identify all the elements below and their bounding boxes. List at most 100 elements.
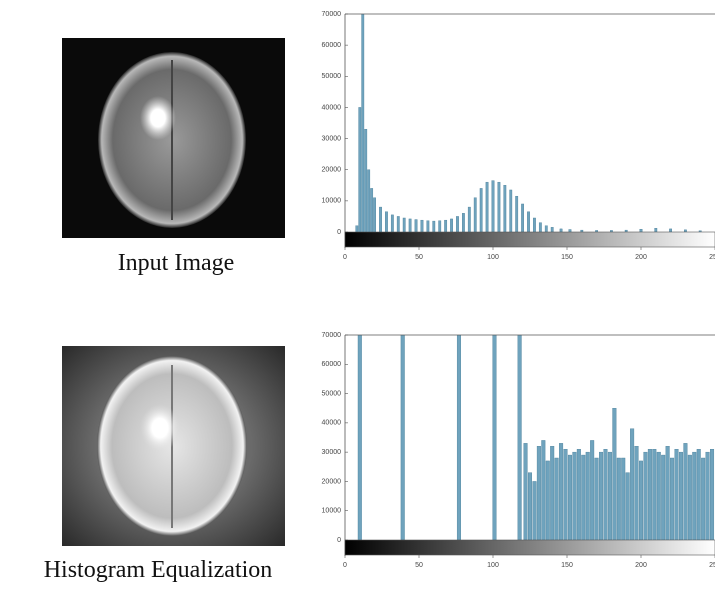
y-tick-label: 30000 xyxy=(322,449,342,456)
figure: Input Image Histogram Equalization 01000… xyxy=(0,0,715,592)
bar xyxy=(648,449,652,540)
bar xyxy=(621,458,625,540)
bar xyxy=(359,107,361,232)
bar xyxy=(515,196,517,232)
histogram: 0100002000030000400005000060000700000501… xyxy=(322,276,715,568)
bar xyxy=(403,218,405,232)
bar xyxy=(697,449,701,540)
y-tick-label: 40000 xyxy=(322,104,342,111)
x-tick-label: 0 xyxy=(343,254,347,261)
y-tick-label: 40000 xyxy=(322,420,342,427)
bar xyxy=(555,458,559,540)
bar xyxy=(415,220,417,232)
x-tick-label: 200 xyxy=(635,562,647,569)
y-tick-label: 70000 xyxy=(322,332,342,339)
bar xyxy=(644,452,648,540)
y-tick-label: 20000 xyxy=(322,167,342,174)
bar xyxy=(450,219,452,232)
bar xyxy=(385,212,387,232)
bar xyxy=(486,182,488,232)
bar xyxy=(586,452,590,540)
bar xyxy=(504,185,506,232)
bar xyxy=(362,0,364,232)
bar xyxy=(356,226,358,232)
bar xyxy=(669,229,671,232)
bar xyxy=(498,182,500,232)
bar xyxy=(373,198,375,232)
caption: Input Image xyxy=(118,250,235,276)
bar xyxy=(527,212,529,232)
bar xyxy=(630,429,634,540)
bar xyxy=(421,220,423,232)
y-tick-label: 0 xyxy=(337,229,341,236)
bar xyxy=(706,452,710,540)
bar xyxy=(462,213,464,232)
bar xyxy=(684,230,686,232)
bar xyxy=(551,227,553,232)
bar xyxy=(653,449,657,540)
bar xyxy=(613,408,617,540)
bar xyxy=(679,452,683,540)
bar xyxy=(626,473,630,540)
bar xyxy=(590,440,594,540)
bar xyxy=(457,276,461,540)
bar xyxy=(533,481,537,540)
bar xyxy=(365,129,367,232)
bar xyxy=(666,446,670,540)
bar xyxy=(401,276,405,540)
bar xyxy=(427,221,429,232)
y-tick-label: 60000 xyxy=(322,42,342,49)
x-tick-label: 100 xyxy=(487,254,499,261)
bar xyxy=(657,452,661,540)
y-tick-label: 30000 xyxy=(322,135,342,142)
bar xyxy=(518,276,522,540)
bar xyxy=(539,223,541,232)
bar xyxy=(480,188,482,232)
bar xyxy=(573,452,577,540)
x-tick-label: 250 xyxy=(709,254,715,261)
bar xyxy=(409,219,411,232)
bar xyxy=(692,452,696,540)
y-tick-label: 70000 xyxy=(322,11,342,18)
bar xyxy=(528,473,532,540)
bar xyxy=(370,188,372,232)
bar xyxy=(439,221,441,232)
bar xyxy=(595,458,599,540)
bar xyxy=(379,207,381,232)
bar xyxy=(604,449,608,540)
bar xyxy=(710,449,714,540)
bar xyxy=(433,221,435,232)
bar xyxy=(617,458,621,540)
x-tick-label: 0 xyxy=(343,562,347,569)
bar xyxy=(358,276,362,540)
x-tick-label: 100 xyxy=(487,562,499,569)
x-tick-label: 200 xyxy=(635,254,647,261)
input-image xyxy=(62,38,285,238)
y-tick-label: 50000 xyxy=(322,390,342,397)
bar xyxy=(675,449,679,540)
bar xyxy=(493,276,497,540)
y-tick-label: 60000 xyxy=(322,361,342,368)
bar xyxy=(569,230,571,232)
bar xyxy=(391,215,393,232)
x-tick-label: 250 xyxy=(709,562,715,569)
bar xyxy=(559,443,563,540)
bar xyxy=(684,443,688,540)
equalized-image xyxy=(62,346,285,546)
bar xyxy=(456,216,458,232)
bar xyxy=(492,181,494,232)
bar xyxy=(568,455,572,540)
bars xyxy=(356,0,702,232)
x-tick-label: 50 xyxy=(415,562,423,569)
colorbar xyxy=(345,540,715,555)
bar xyxy=(599,452,603,540)
bar xyxy=(564,449,568,540)
bar xyxy=(474,198,476,232)
bar xyxy=(468,207,470,232)
bar xyxy=(545,226,547,232)
bar xyxy=(524,443,528,540)
y-tick-label: 0 xyxy=(337,537,341,544)
bar xyxy=(542,440,546,540)
bar xyxy=(444,220,446,232)
bar xyxy=(640,229,642,232)
